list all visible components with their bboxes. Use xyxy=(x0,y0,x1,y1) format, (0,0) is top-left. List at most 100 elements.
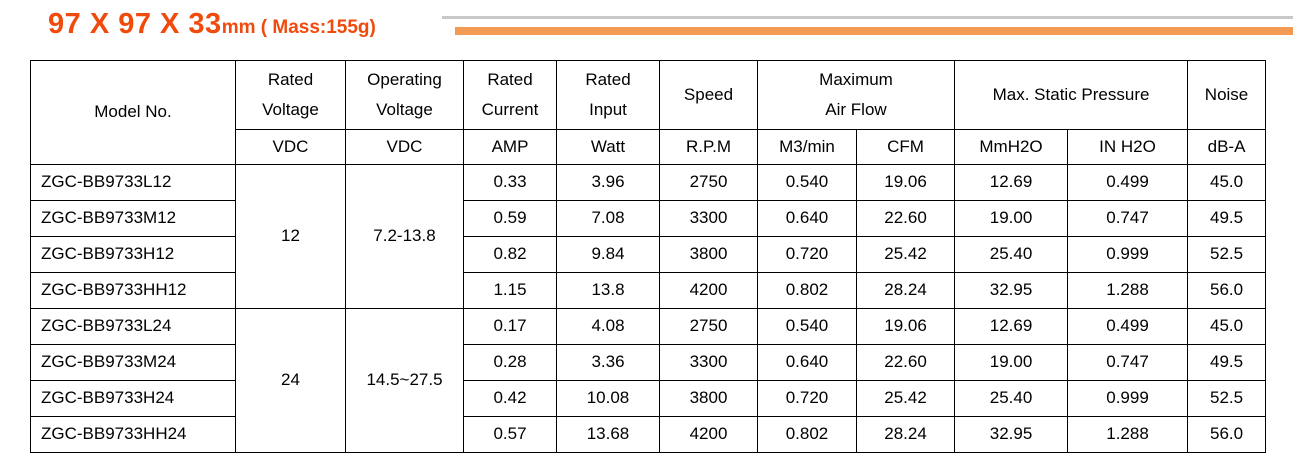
cell-operating-voltage: 7.2-13.8 xyxy=(345,164,464,309)
cell-input: 3.36 xyxy=(556,344,660,381)
header-rated-voltage: Rated Voltage xyxy=(235,60,346,130)
table-row: ZGC-BB9733L24 24 14.5~27.5 0.17 4.08 275… xyxy=(30,308,1267,453)
table-row: ZGC-BB9733H12 0.82 9.84 3800 0.720 25.42… xyxy=(30,236,1267,273)
cell-noise: 52.5 xyxy=(1187,236,1267,273)
header-rule-gray xyxy=(442,16,1293,19)
cell-speed: 3800 xyxy=(659,236,758,273)
table-row: ZGC-BB9733M12 0.59 7.08 3300 0.640 22.60… xyxy=(30,200,1267,237)
cell-current: 0.33 xyxy=(463,164,557,201)
cell-flow-cfm: 22.60 xyxy=(855,344,956,381)
header-speed: Speed xyxy=(659,60,758,130)
cell-pressure-in: 1.288 xyxy=(1067,272,1189,309)
table-row: ZGC-BB9733H24 0.42 10.08 3800 0.720 25.4… xyxy=(30,380,1267,417)
header-rule-orange xyxy=(455,27,1293,35)
unit-pressure-mm: MmH2O xyxy=(954,129,1069,165)
table-row: ZGC-BB9733HH12 1.15 13.8 4200 0.802 28.2… xyxy=(30,272,1267,309)
header-rated-current-line1: Rated xyxy=(487,69,533,89)
cell-flow-m3: 0.720 xyxy=(757,236,857,273)
table-row: ZGC-BB9733M24 0.28 3.36 3300 0.640 22.60… xyxy=(30,344,1267,381)
header-operating-voltage-line2: Voltage xyxy=(376,100,433,119)
cell-speed: 3300 xyxy=(659,344,758,381)
unit-flow-cfm: CFM xyxy=(855,129,956,165)
cell-model: ZGC-BB9733L24 xyxy=(30,308,236,345)
cell-speed: 4200 xyxy=(659,416,758,453)
header-rated-current: Rated Current xyxy=(463,60,557,130)
unit-operating: VDC xyxy=(345,129,464,165)
cell-model: ZGC-BB9733H24 xyxy=(30,380,236,417)
header-operating-voltage-line1: Operating xyxy=(367,69,442,89)
cell-model: ZGC-BB9733H12 xyxy=(30,236,236,273)
unit-input: Watt xyxy=(556,129,660,165)
cell-input: 9.84 xyxy=(556,236,660,273)
cell-model: ZGC-BB9733HH24 xyxy=(30,416,236,453)
cell-flow-cfm: 25.42 xyxy=(855,380,956,417)
cell-speed: 3800 xyxy=(659,380,758,417)
cell-pressure-mm: 25.40 xyxy=(954,380,1069,417)
header-max-air-flow-line1: Maximum xyxy=(819,69,893,89)
cell-model: ZGC-BB9733L12 xyxy=(30,164,236,201)
cell-pressure-in: 0.747 xyxy=(1067,200,1189,237)
unit-noise: dB-A xyxy=(1187,129,1267,165)
cell-flow-m3: 0.802 xyxy=(757,272,857,309)
cell-pressure-mm: 12.69 xyxy=(954,308,1069,345)
cell-flow-m3: 0.540 xyxy=(757,164,857,201)
cell-flow-m3: 0.720 xyxy=(757,380,857,417)
unit-pressure-in: IN H2O xyxy=(1067,129,1189,165)
cell-current: 0.82 xyxy=(463,236,557,273)
cell-flow-cfm: 28.24 xyxy=(855,416,956,453)
cell-speed: 2750 xyxy=(659,308,758,345)
cell-input: 13.8 xyxy=(556,272,660,309)
cell-flow-m3: 0.540 xyxy=(757,308,857,345)
cell-rated-voltage: 24 xyxy=(235,308,346,453)
cell-noise: 52.5 xyxy=(1187,380,1267,417)
cell-current: 0.57 xyxy=(463,416,557,453)
cell-pressure-mm: 19.00 xyxy=(954,200,1069,237)
unit-voltage: VDC xyxy=(235,129,346,165)
cell-flow-cfm: 19.06 xyxy=(855,308,956,345)
header-noise: Noise xyxy=(1187,60,1267,130)
header-rated-voltage-line2: Voltage xyxy=(262,100,319,119)
header-row: Model No. Rated Voltage Operating Voltag… xyxy=(30,60,1267,165)
title-mass: ( Mass:155g) xyxy=(255,17,376,38)
cell-input: 3.96 xyxy=(556,164,660,201)
cell-flow-cfm: 19.06 xyxy=(855,164,956,201)
header-rated-voltage-line1: Rated xyxy=(267,69,314,89)
cell-pressure-in: 0.999 xyxy=(1067,236,1189,273)
table-row: ZGC-BB9733HH24 0.57 13.68 4200 0.802 28.… xyxy=(30,416,1267,453)
cell-current: 0.28 xyxy=(463,344,557,381)
cell-noise: 49.5 xyxy=(1187,344,1267,381)
table-row: ZGC-BB9733L12 12 7.2-13.8 0.33 3.96 2750… xyxy=(30,164,1267,309)
cell-speed: 3300 xyxy=(659,200,758,237)
cell-flow-cfm: 28.24 xyxy=(855,272,956,309)
cell-flow-m3: 0.640 xyxy=(757,344,857,381)
unit-current: AMP xyxy=(463,129,557,165)
cell-noise: 56.0 xyxy=(1187,272,1267,309)
header-max-static-pressure: Max. Static Pressure xyxy=(954,60,1189,130)
cell-current: 1.15 xyxy=(463,272,557,309)
cell-input: 7.08 xyxy=(556,200,660,237)
cell-noise: 56.0 xyxy=(1187,416,1267,453)
header-operating-voltage: Operating Voltage xyxy=(345,60,464,130)
cell-pressure-in: 0.999 xyxy=(1067,380,1189,417)
unit-speed: R.P.M xyxy=(659,129,758,165)
page-title: 97 X 97 X 33mm ( Mass:155g) xyxy=(48,8,376,41)
cell-current: 0.59 xyxy=(463,200,557,237)
cell-pressure-mm: 32.95 xyxy=(954,272,1069,309)
title-unit: mm xyxy=(221,17,256,38)
cell-input: 10.08 xyxy=(556,380,660,417)
cell-speed: 2750 xyxy=(659,164,758,201)
cell-current: 0.42 xyxy=(463,380,557,417)
cell-noise: 45.0 xyxy=(1187,164,1267,201)
cell-operating-voltage: 14.5~27.5 xyxy=(345,308,464,453)
cell-pressure-mm: 32.95 xyxy=(954,416,1069,453)
cell-pressure-in: 1.288 xyxy=(1067,416,1189,453)
cell-current: 0.17 xyxy=(463,308,557,345)
header-max-air-flow: Maximum Air Flow xyxy=(756,60,956,130)
cell-flow-cfm: 22.60 xyxy=(855,200,956,237)
cell-flow-cfm: 25.42 xyxy=(855,236,956,273)
cell-noise: 49.5 xyxy=(1187,200,1267,237)
cell-pressure-in: 0.747 xyxy=(1067,344,1189,381)
header-rated-input-line2: Input xyxy=(589,100,627,119)
title-dimensions: 97 X 97 X 33 xyxy=(48,8,222,40)
cell-flow-m3: 0.640 xyxy=(757,200,857,237)
